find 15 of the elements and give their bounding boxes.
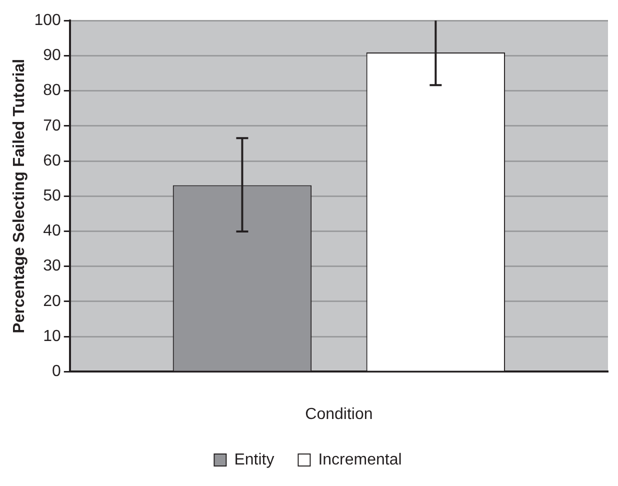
y-tick-label: 90 — [43, 47, 61, 64]
x-axis-title: Condition — [305, 406, 373, 423]
y-tick-label: 40 — [43, 222, 61, 240]
y-tick-label: 10 — [43, 328, 61, 345]
y-axis-title: Percentage Selecting Failed Tutorial — [11, 58, 28, 334]
y-tick-label: 20 — [43, 292, 61, 310]
y-tick-label: 60 — [43, 152, 61, 170]
legend-label: Entity — [234, 451, 274, 468]
y-tick-label: 70 — [43, 117, 61, 134]
y-tick-label: 100 — [34, 12, 61, 30]
y-tick-label: 80 — [43, 82, 61, 100]
y-tick-label: 50 — [43, 188, 61, 205]
legend-label: Incremental — [318, 451, 402, 468]
y-tick-label: 30 — [43, 258, 61, 275]
y-tick-label: 0 — [52, 363, 61, 380]
